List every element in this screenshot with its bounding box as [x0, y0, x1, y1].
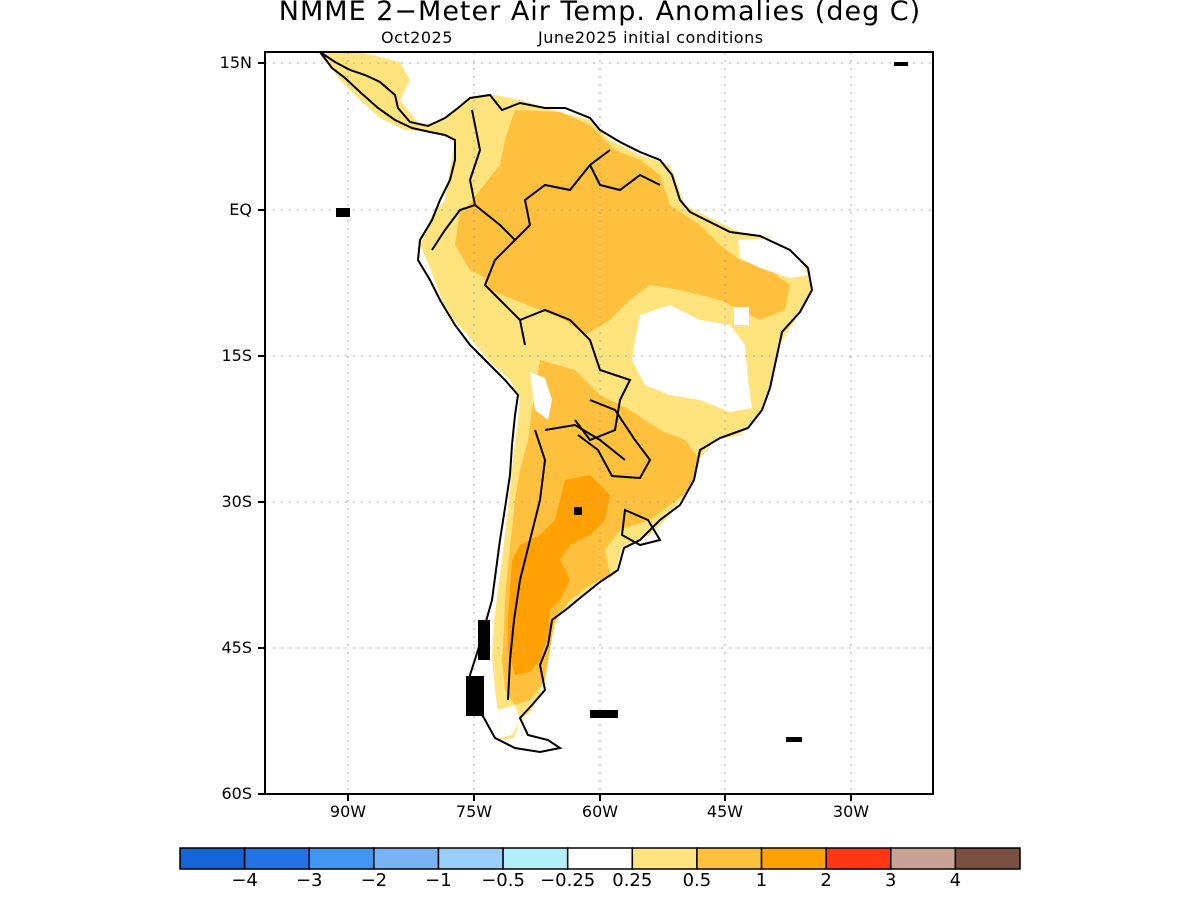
colorbar-label: −0.25 — [540, 870, 596, 891]
colorbar-swatch — [373, 847, 440, 870]
colorbar-swatch — [696, 847, 763, 870]
map-title: NMME 2−Meter Air Temp. Anomalies (deg C) — [278, 0, 922, 27]
colorbar-swatch — [954, 847, 1021, 870]
axis-ticks — [258, 62, 852, 801]
forecast-month: Oct2025 — [381, 28, 453, 47]
lat-label-eq: EQ — [229, 200, 252, 219]
lon-label-30w: 30W — [832, 802, 870, 821]
colorbar-label: 1 — [755, 870, 768, 891]
colorbar-swatch — [179, 847, 246, 870]
colorbar-label: 0.5 — [682, 870, 712, 891]
colorbar-swatch — [243, 847, 310, 870]
initial-conditions: June2025 initial conditions — [538, 28, 764, 47]
colorbar-label: 2 — [820, 870, 832, 891]
colorbar-swatch — [502, 847, 569, 870]
colorbar-swatch — [437, 847, 504, 870]
colorbar-label: 3 — [885, 870, 897, 891]
lon-label-90w: 90W — [329, 802, 367, 821]
colorbar-label: 4 — [949, 870, 962, 891]
land-anomaly-mid-south — [502, 360, 700, 705]
land-anomaly-neutral-brazil — [632, 305, 752, 412]
lon-label-60w: 60W — [581, 802, 619, 821]
colorbar-swatch — [566, 847, 634, 870]
lon-label-45w: 45W — [706, 802, 744, 821]
lon-label-75w: 75W — [455, 802, 493, 821]
land-anomaly-neutral-andes — [530, 372, 552, 420]
colorbar-label: −4 — [231, 870, 258, 891]
lat-label-45s: 45S — [221, 638, 252, 657]
land-anomaly-neutral-cell — [734, 307, 749, 325]
colorbar-swatch — [890, 847, 957, 870]
colorbar-label: −0.5 — [481, 870, 525, 891]
land-anomaly-neutral-ne — [738, 238, 808, 278]
lat-label-30s: 30S — [221, 492, 252, 511]
colorbar-swatch — [825, 847, 892, 870]
islands — [336, 62, 908, 742]
colorbar-label: −2 — [360, 870, 388, 891]
colorbar-swatch — [631, 847, 698, 870]
land-anomaly-high — [508, 475, 610, 675]
colorbar-swatch — [308, 847, 375, 870]
lat-label-60s: 60S — [221, 784, 252, 803]
colorbar-label: 0.25 — [612, 870, 653, 891]
colorbar-label: −1 — [425, 870, 452, 891]
colorbar-swatch — [760, 847, 827, 870]
coastline — [319, 51, 814, 754]
colorbar — [179, 847, 1021, 870]
land-anomaly-mid — [465, 110, 790, 335]
colorbar-label: −3 — [295, 870, 323, 891]
land-anomaly-neutral-patagonia — [498, 705, 520, 738]
land-anomaly-mid-andes — [455, 210, 515, 280]
country-borders — [431, 109, 662, 701]
lat-label-15s: 15S — [221, 346, 252, 365]
lat-label-15n: 15N — [219, 53, 252, 72]
